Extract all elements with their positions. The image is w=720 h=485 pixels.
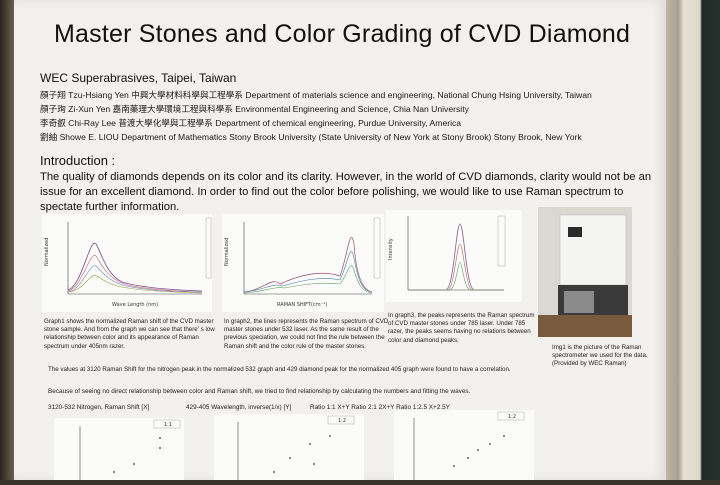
scatter-plot-2: 1:2: [214, 414, 364, 480]
graph1-ylabel: Normalized: [44, 238, 50, 266]
intro-text: The quality of diamonds depends on its c…: [40, 171, 652, 213]
graph2: RAMAN SHIFT(cm⁻¹) Normalized: [222, 214, 384, 312]
variable-x: 3120-532 Nitrogen, Raman Shift [X]: [48, 404, 150, 411]
organization: WEC Superabrasives, Taipei, Taiwan: [40, 71, 237, 85]
scatter-plot-2-svg: 1:2: [237, 415, 355, 480]
scatter-plot-2-legend: 1:2: [338, 418, 346, 424]
graph3-plot: Intensity: [388, 215, 506, 291]
graph1-xlabel: Wave Length (nm): [112, 302, 158, 308]
author-line: 顏子珣 Zi-Xun Yen 嘉南藥理大學環境工程與科學系 Environmen…: [40, 104, 469, 114]
graph2-xlabel: RAMAN SHIFT(cm⁻¹): [277, 302, 327, 308]
author-line: 李奇叡 Chi-Ray Lee 普渡大學化學與工程學系 Department o…: [40, 118, 462, 128]
graph1-plot: Wave Length (nm) Normalized: [44, 217, 212, 308]
variable-y: 429-405 Wavelength, inverse(1/x) [Y]: [186, 404, 292, 411]
graph2-plot: RAMAN SHIFT(cm⁻¹) Normalized: [224, 217, 381, 308]
scatter-plot-1-svg: 1:1: [79, 419, 181, 480]
graph3-ylabel: Intensity: [388, 238, 394, 260]
graph1: Wave Length (nm) Normalized: [42, 214, 212, 312]
method-note: Because of seeing no direct relationship…: [48, 388, 471, 395]
scatter-plot-3-svg: 1:2: [413, 411, 525, 480]
intro-heading: Introduction :: [40, 153, 116, 168]
scatter-plot-1-legend: 1:1: [164, 422, 172, 428]
author-line: 顏子翔 Tzu-Hsiang Yen 中興大學材料科學與工程學系 Departm…: [40, 90, 592, 100]
poster: Master Stones and Color Grading of CVD D…: [14, 0, 666, 480]
graph2-ylabel: Normalized: [224, 238, 230, 266]
scatter-plot-1: 1:1: [54, 418, 184, 480]
correlation-note: The values at 3120 Raman Shift for the n…: [48, 366, 511, 373]
graph3: Intensity: [386, 210, 522, 302]
scatter-plot-3-legend: 1:2: [508, 414, 516, 420]
graph3-caption: In graph3, the peaks represents the Rama…: [388, 312, 535, 344]
wall-background: [0, 0, 14, 480]
graph1-caption: Graph1 shows the normalized Raman shift …: [44, 318, 215, 350]
poster-title: Master Stones and Color Grading of CVD D…: [54, 20, 631, 48]
scatter-plot-3: 1:2: [394, 410, 534, 480]
raman-spectrometer-photo: [538, 207, 632, 337]
author-line: 劉紬 Showe E. LIOU Department of Mathemati…: [40, 132, 582, 142]
ratio-formulas: Ratio 1:1 X+Y Ratio 2:1 2X+Y Ratio 1:2.5…: [310, 404, 450, 411]
poster-board-frame: [660, 0, 720, 480]
image-caption: Img1 is the picture of the Raman spectro…: [552, 344, 648, 368]
graph2-caption: In graph2, the lines represents the Rama…: [224, 318, 389, 350]
spectrometer-image: [538, 207, 632, 337]
